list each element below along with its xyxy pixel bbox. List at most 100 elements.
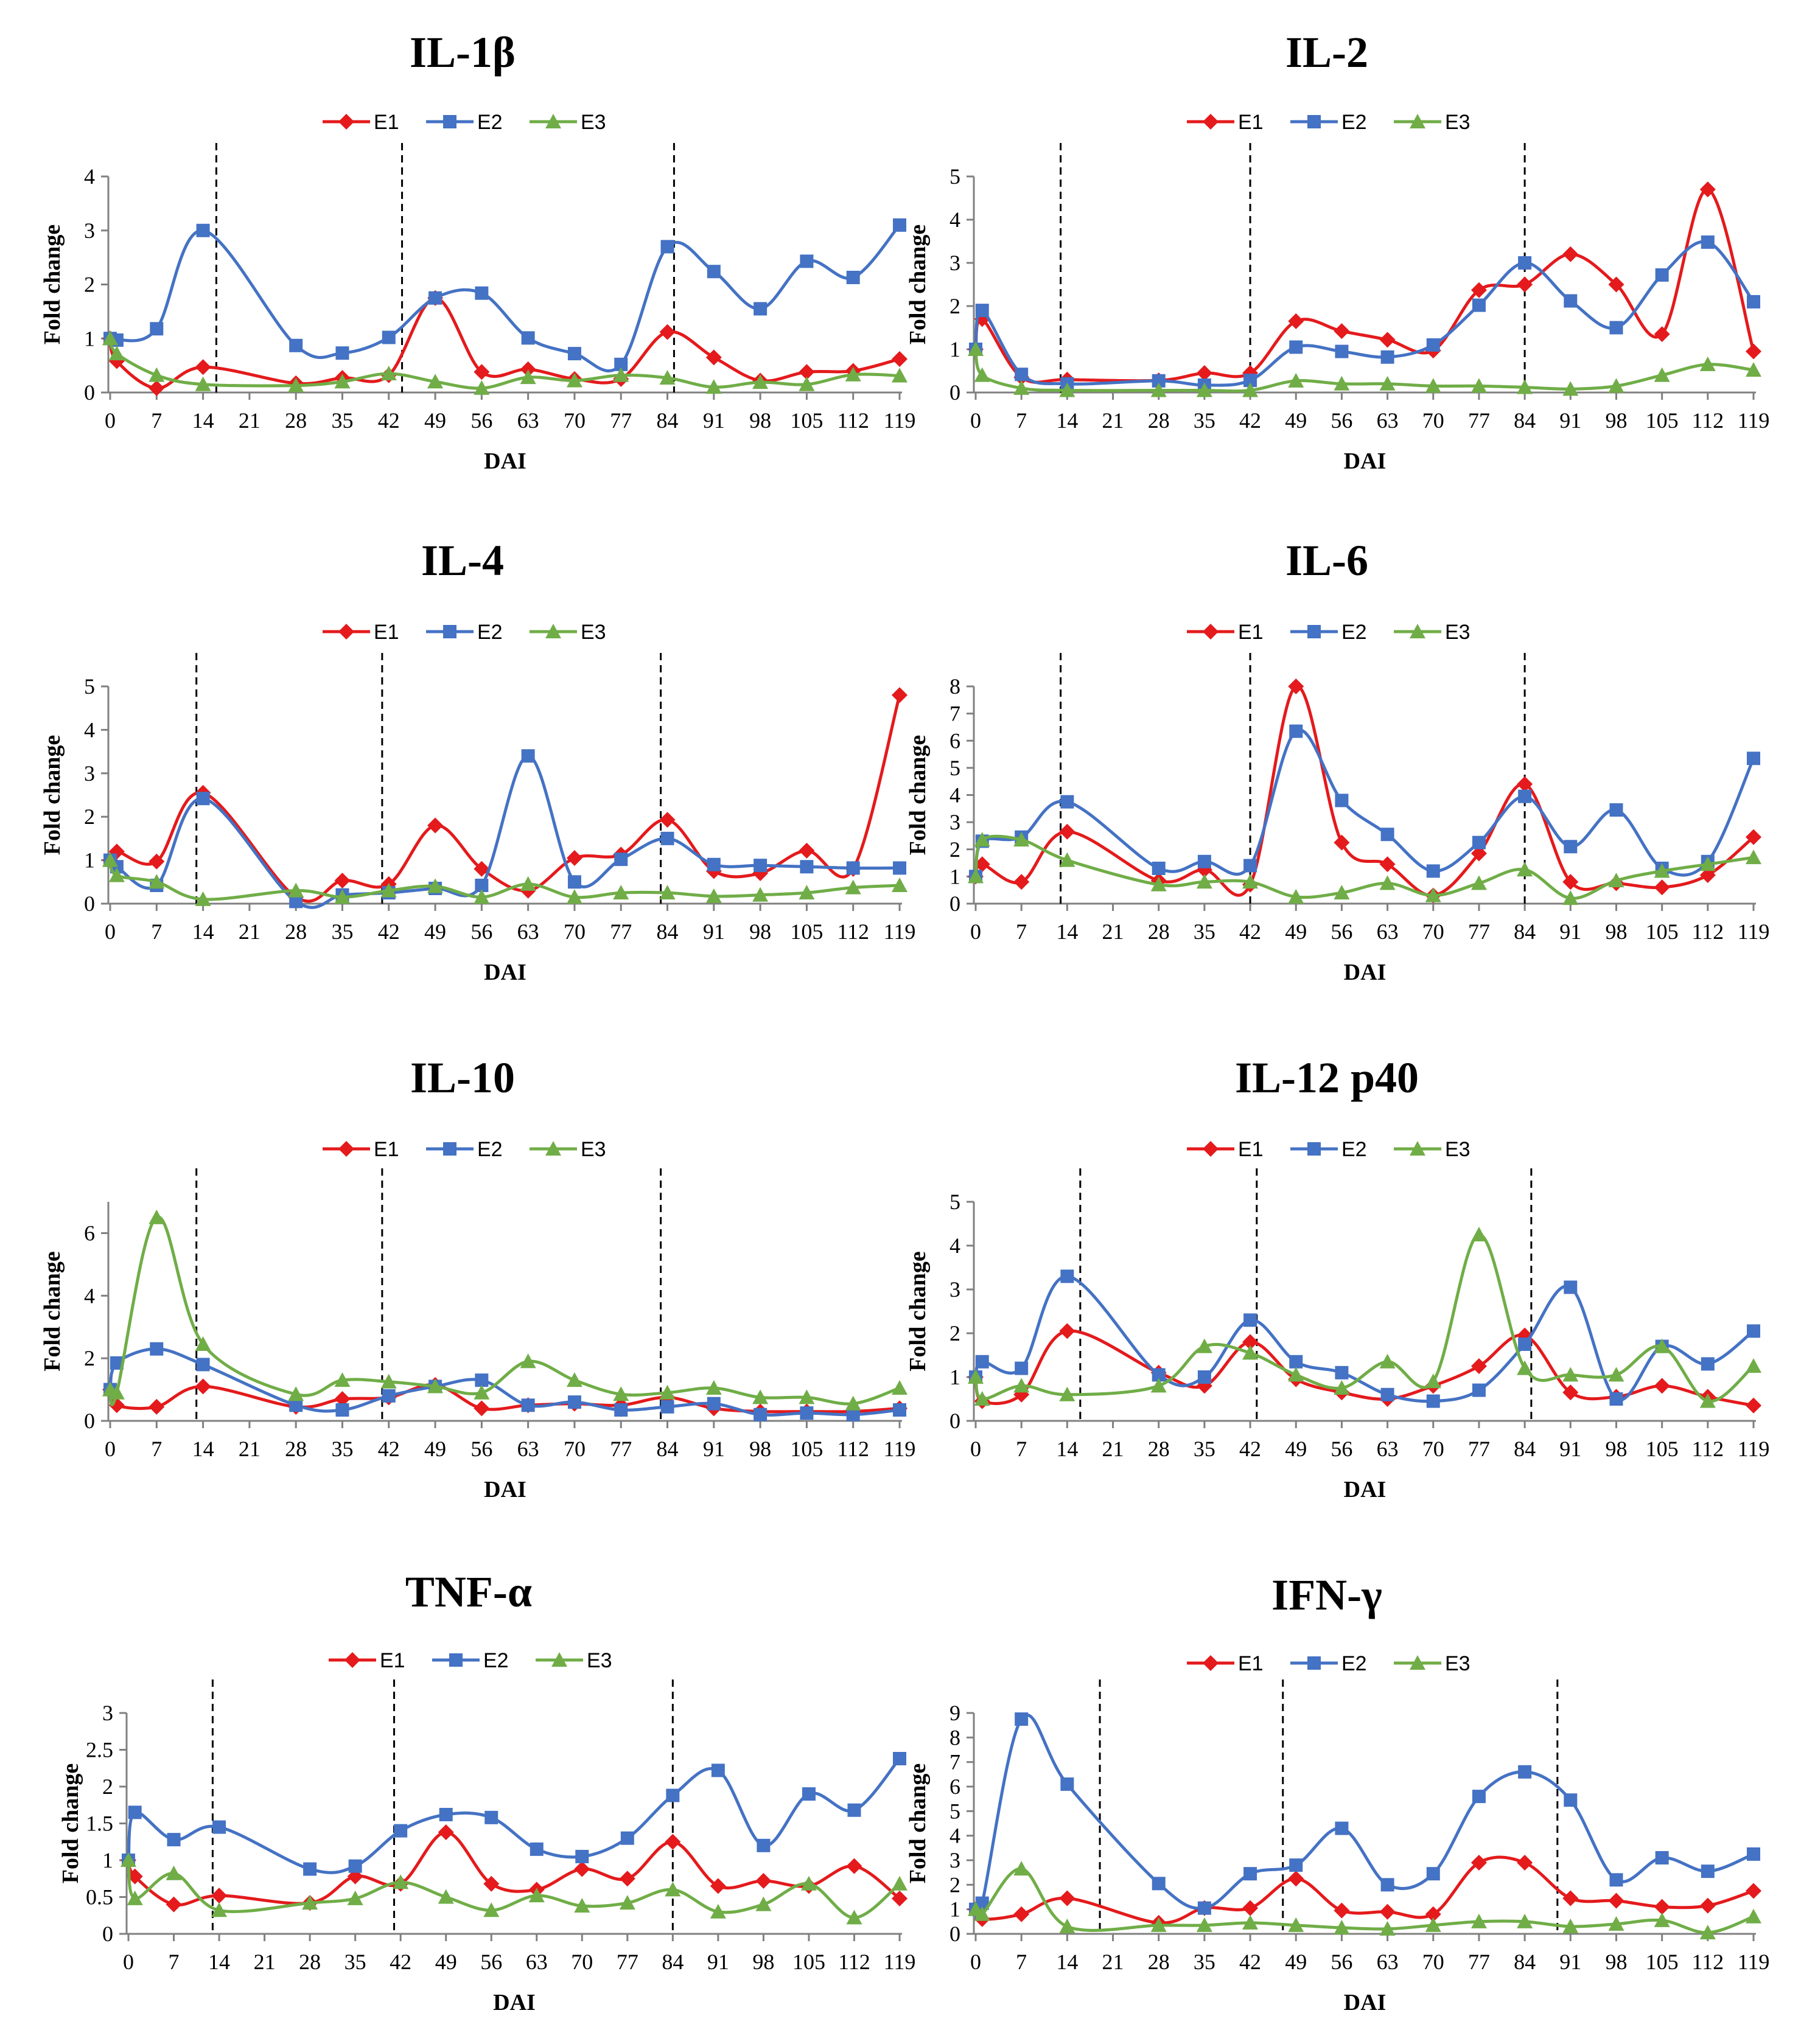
x-tick-label: 119 [884,1437,916,1461]
y-tick-label: 1 [84,326,95,351]
data-point-e2 [1609,803,1623,817]
data-point-e1 [619,1871,635,1887]
data-point-e1 [483,1875,500,1892]
data-point-e3 [1242,874,1259,889]
data-point-e2 [620,1831,634,1845]
data-point-e1 [892,687,907,703]
x-tick-label: 14 [192,1437,214,1461]
x-tick-label: 63 [517,1437,539,1461]
legend: E1 E2 E3 [1187,111,1471,134]
x-tick-label: 14 [1056,1437,1078,1461]
data-point-e1 [427,817,444,834]
x-tick-label: 49 [424,408,446,433]
y-axis-title: Fold change [905,1251,931,1371]
x-tick-label: 21 [239,408,261,433]
x-tick-label: 84 [1514,1950,1536,1974]
data-point-e1 [1654,879,1670,896]
series-e2 [969,1712,1760,1920]
y-tick-label: 2 [84,1346,95,1370]
data-point-e3 [1562,1918,1579,1933]
x-tick-label: 98 [749,1437,771,1461]
legend-label-e1: E1 [380,1649,405,1672]
data-point-e2 [1472,1790,1486,1804]
x-axis-title: DAI [1344,448,1387,474]
data-point-e1 [1746,829,1761,845]
x-tick-label: 14 [1056,1950,1078,1974]
legend-marker-e2 [449,1653,463,1667]
y-tick-label: 4 [949,1233,960,1258]
data-point-e3 [665,1882,681,1897]
data-point-e1 [1471,282,1487,298]
data-point-e3 [1425,1373,1441,1389]
x-tick-label: 21 [239,1437,261,1461]
data-point-e2 [846,270,860,284]
x-tick-label: 21 [1102,1950,1124,1974]
data-point-e3 [800,1875,817,1891]
data-point-e3 [1379,875,1396,890]
y-tick-label: 5 [949,1799,960,1823]
data-point-e3 [1425,887,1441,902]
data-point-e2 [1609,1873,1623,1887]
x-tick-label: 91 [703,919,725,944]
data-point-e1 [474,1400,490,1417]
data-point-e3 [566,889,582,904]
data-point-e3 [1334,1380,1350,1395]
x-tick-label: 49 [1285,408,1307,433]
x-tick-label: 7 [1016,1437,1027,1461]
legend: E1 E2 E3 [329,1649,612,1672]
data-point-e3 [380,1373,397,1389]
data-point-e2 [800,860,814,874]
y-tick-label: 0 [84,891,95,916]
x-axis-title: DAI [1344,1477,1387,1502]
legend-label-e2: E2 [1341,621,1367,644]
data-point-e2 [1335,794,1349,807]
data-point-e1 [1562,246,1579,262]
data-point-e2 [1426,864,1440,878]
chart-panel-6: IL-12 p40 E1 E2 E3 0 1 2 3 4 5 0 7 14 21 28 35 42 49 56 63 7… [905,1053,1769,1502]
legend-label-e1: E1 [374,111,399,134]
y-tick-label: 4 [84,164,95,189]
series-line-e3 [127,1860,901,1919]
legend-marker-e1 [1203,1655,1219,1671]
series-line-e1 [108,296,900,390]
data-point-e3 [1196,1338,1212,1353]
x-tick-label: 112 [1691,408,1724,433]
data-point-e3 [1654,1912,1670,1927]
data-point-e1 [195,1378,211,1395]
x-tick-label: 112 [837,408,869,433]
x-axis-title: DAI [484,1477,526,1502]
data-point-e3 [892,1875,907,1891]
data-point-e1 [1196,365,1212,382]
data-point-e1 [1242,1900,1259,1916]
data-point-e2 [1152,1368,1166,1382]
legend-label-e2: E2 [1341,1138,1367,1161]
data-point-e3 [659,370,676,385]
data-point-e2 [530,1842,544,1856]
x-tick-label: 91 [1559,408,1581,433]
data-point-e1 [149,1398,165,1415]
data-point-e3 [302,1895,318,1910]
x-tick-label: 28 [1148,1437,1170,1461]
legend-label-e3: E3 [587,1649,612,1672]
data-point-e2 [196,223,210,237]
data-point-e2 [521,1398,535,1412]
data-point-e3 [1471,1227,1487,1241]
data-point-e3 [1379,1920,1396,1936]
data-point-e3 [574,1898,590,1913]
data-point-e1 [1746,1883,1761,1899]
data-point-e3 [1746,849,1761,865]
legend-label-e2: E2 [477,111,503,134]
data-point-e2 [428,291,442,305]
data-point-e2 [975,304,989,318]
data-point-e2 [707,1397,721,1411]
legend-marker-e2 [443,115,456,128]
data-point-e2 [303,1862,317,1876]
data-point-e2 [975,1896,989,1910]
x-tick-label: 77 [1468,919,1490,944]
x-tick-label: 63 [1377,919,1399,944]
data-point-e2 [1426,338,1440,352]
x-tick-label: 28 [1148,1950,1170,1974]
data-point-e1 [892,1890,907,1906]
data-point-e3 [845,366,861,382]
data-point-e3 [968,868,984,884]
